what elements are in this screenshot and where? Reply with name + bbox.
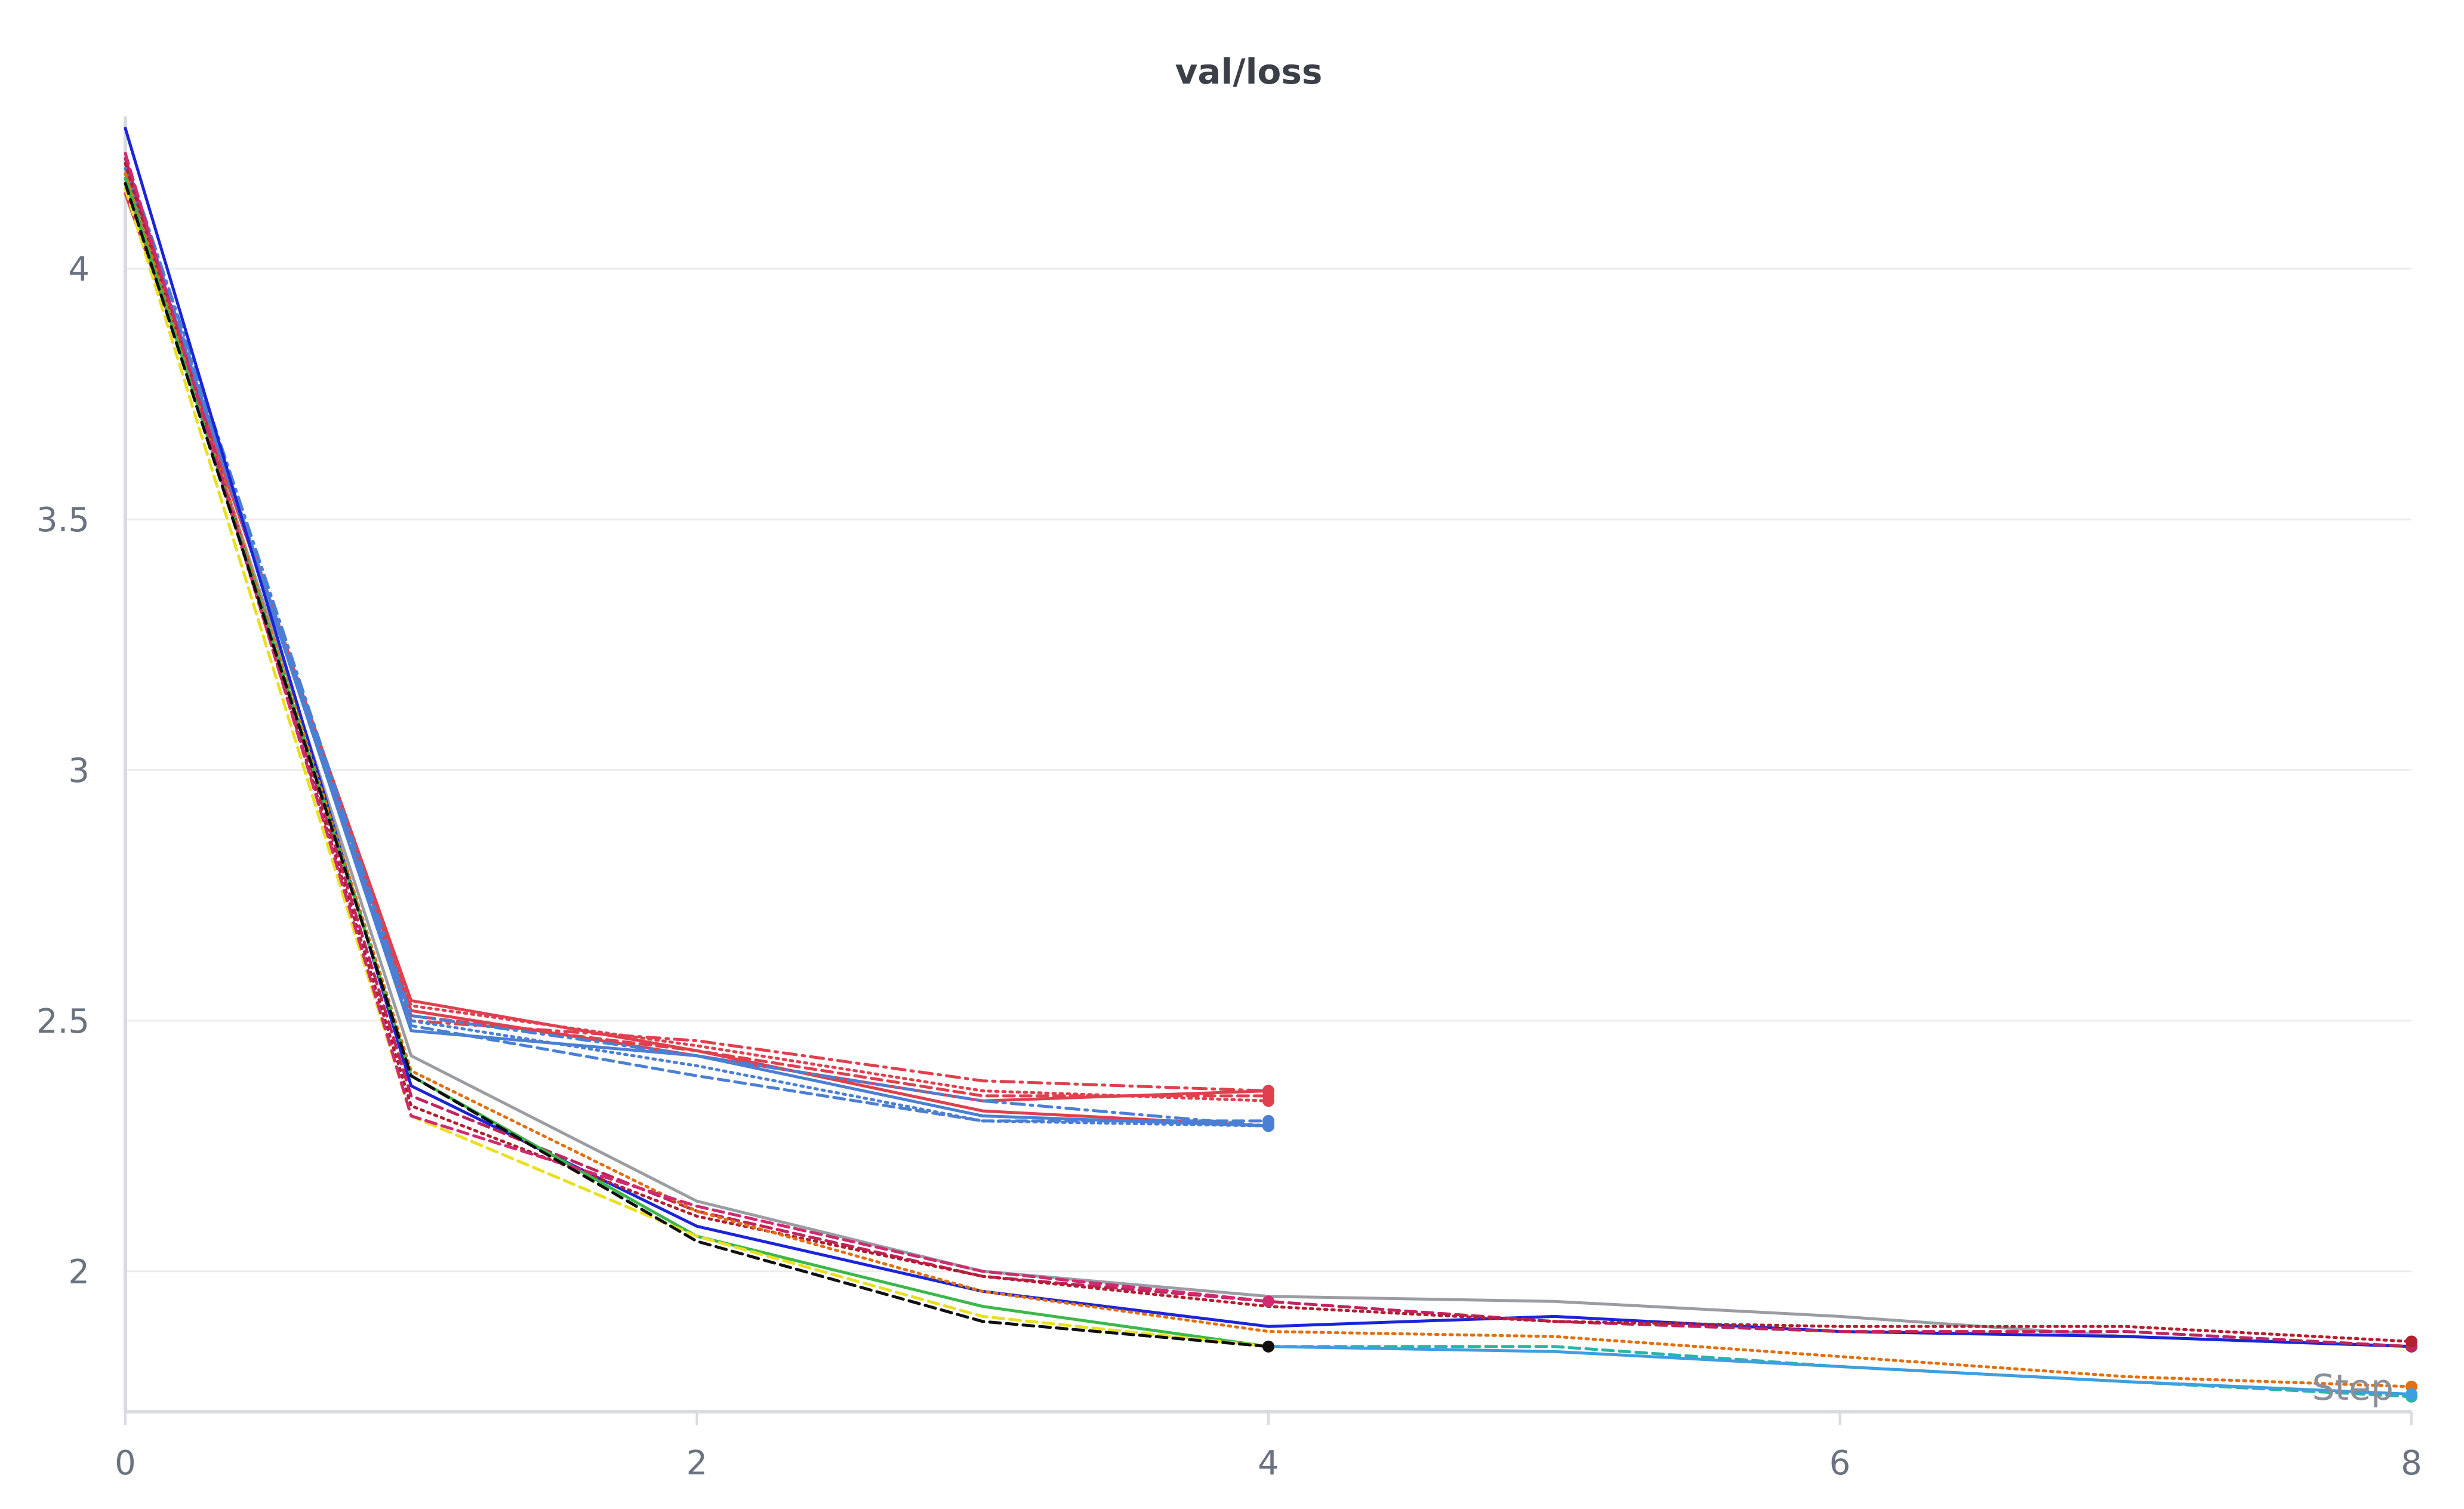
x-tick-label: 8	[2401, 1444, 2422, 1483]
series-line-14	[1267, 1345, 2413, 1399]
series-line-10	[124, 127, 2413, 1348]
x-axis-label: Step	[2312, 1367, 2394, 1409]
series-line-0	[124, 192, 1270, 1128]
series-line-9	[124, 177, 2413, 1348]
series-line-5	[124, 167, 1270, 1128]
series-line-15	[1267, 1345, 2413, 1396]
series-line-1	[124, 187, 1270, 1103]
x-tick-label: 2	[686, 1444, 708, 1483]
series-line-3	[124, 181, 1270, 1103]
series-line-7	[124, 172, 1270, 1128]
grid-lines	[125, 267, 2411, 1273]
x-tick-label: 6	[1829, 1444, 1851, 1483]
series-line-8	[124, 156, 1270, 1128]
series-end-point-19	[1262, 1340, 1274, 1353]
y-tick-label: 4	[68, 250, 90, 289]
series-lines	[124, 127, 2413, 1399]
series-line-4	[124, 172, 1270, 1098]
series-end-point-4	[1262, 1089, 1274, 1102]
series-line-6	[124, 162, 1270, 1123]
y-tick-label: 2.5	[36, 1002, 90, 1041]
series-line-16	[124, 177, 1270, 1348]
x-tick-label: 0	[115, 1444, 136, 1483]
series-end-point-12	[2406, 1335, 2417, 1348]
axes	[124, 116, 2413, 1425]
series-line-19	[124, 181, 1270, 1348]
series-line-11	[124, 156, 2413, 1348]
y-tick-label: 2	[68, 1253, 90, 1292]
series-end-point-15	[2406, 1388, 2417, 1400]
series-line-17	[124, 187, 1270, 1348]
series-end-point-18	[1262, 1295, 1274, 1308]
x-tick-label: 4	[1258, 1444, 1279, 1483]
y-tick-label: 3	[68, 752, 90, 790]
series-line-12	[124, 162, 2413, 1343]
series-end-point-8	[1262, 1120, 1274, 1132]
y-tick-label: 3.5	[36, 501, 90, 540]
chart-title: val/loss	[1175, 51, 1323, 92]
series-line-2	[124, 177, 1270, 1092]
series-line-13	[124, 172, 2413, 1388]
series-end-markers	[1262, 1085, 2417, 1403]
tick-labels: 2 2.5 3 3.5 4 0 2 4 6 8	[36, 250, 2422, 1483]
series-line-18	[124, 152, 1270, 1303]
